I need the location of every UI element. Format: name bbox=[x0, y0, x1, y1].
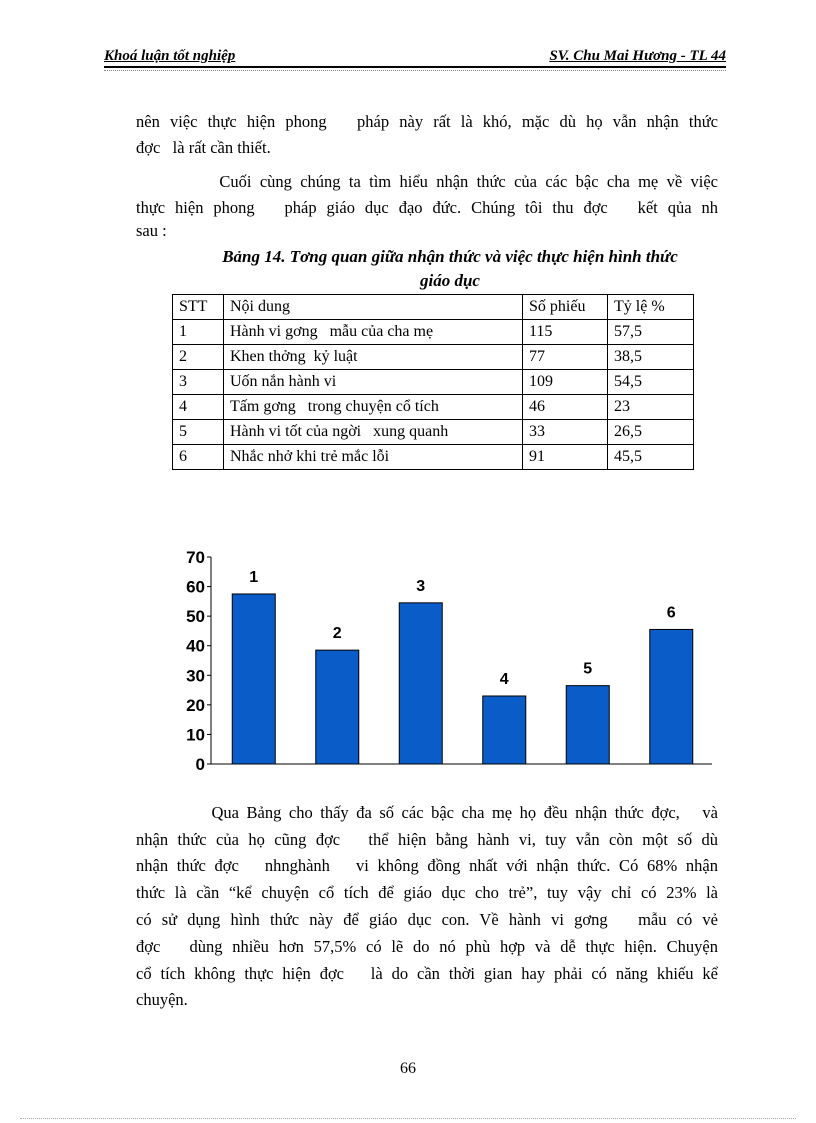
cell: 109 bbox=[522, 369, 608, 395]
cell: 3 bbox=[172, 369, 224, 395]
y-tick-label: 60 bbox=[186, 578, 205, 597]
cell: Hành vi tốt của ngời xung quanh bbox=[223, 419, 523, 445]
text-line: chuyện. bbox=[136, 990, 188, 1009]
text-line: nên việc thực hiện phong pháp này rất là… bbox=[136, 112, 718, 131]
table-row: 1 Hành vi gơng mẫu của cha mẹ 115 57,5 bbox=[172, 319, 694, 345]
cell: 4 bbox=[172, 394, 224, 420]
header-cell: Tỷ lệ % bbox=[607, 294, 694, 320]
data-label: 6 bbox=[667, 604, 676, 621]
page-bottom-border bbox=[20, 1118, 796, 1119]
cell: 45,5 bbox=[607, 444, 694, 470]
y-tick-label: 40 bbox=[186, 637, 205, 656]
bar bbox=[398, 602, 443, 765]
header-cell: STT bbox=[172, 294, 224, 320]
cell: 23 bbox=[607, 394, 694, 420]
text-line: sau : bbox=[136, 221, 167, 240]
data-table: STT Nội dung Số phiếu Tỷ lệ % 1 Hành vi g… bbox=[172, 294, 694, 470]
text-line: có sử dụng hình thức này để giáo dục con… bbox=[136, 910, 718, 929]
table-header-row: STT Nội dung Số phiếu Tỷ lệ % bbox=[172, 294, 694, 320]
text-line: đợc dùng nhiều hơn 57,5% có lẽ do nó phù… bbox=[136, 937, 718, 956]
text-line: thức là cần “kể chuyện cổ tích để giáo d… bbox=[136, 883, 718, 902]
header-right: SV. Chu Mai Hương - TL 44 bbox=[549, 48, 726, 64]
header-rule bbox=[104, 70, 726, 71]
table-row: 2 Khen thởng kỷ luật 77 38,5 bbox=[172, 344, 694, 370]
text-line: nhận thức của họ cũng đợc thể hiện bằng … bbox=[136, 830, 718, 849]
bar bbox=[565, 685, 610, 765]
data-label: 1 bbox=[249, 569, 258, 586]
table-row: 5 Hành vi tốt của ngời xung quanh 33 26,5 bbox=[172, 419, 694, 445]
header-left: Khoá luận tốt nghiệp bbox=[104, 48, 236, 64]
bar bbox=[649, 628, 694, 765]
cell: 26,5 bbox=[607, 419, 694, 445]
table-row: 6 Nhắc nhở khi trẻ mắc lỗi 91 45,5 bbox=[172, 444, 694, 470]
table-caption: Bảng 14. Tơng quan giữa nhận thức và việ… bbox=[222, 247, 678, 266]
bar bbox=[231, 593, 276, 765]
header-cell: Nội dung bbox=[223, 294, 523, 320]
y-tick-label: 70 bbox=[186, 548, 205, 567]
text-line: Qua Bảng cho thấy đa số các bậc cha mẹ h… bbox=[136, 803, 718, 822]
page-header: Khoá luận tốt nghiệp SV. Chu Mai Hương -… bbox=[104, 48, 726, 68]
cell: 91 bbox=[522, 444, 608, 470]
text-line: nhận thức đợc nhnghành vi không đồng nhấ… bbox=[136, 856, 718, 875]
table-caption-cont: giáo dục bbox=[420, 271, 480, 290]
cell: Hành vi gơng mẫu của cha mẹ bbox=[223, 319, 523, 345]
page-number: 66 bbox=[400, 1060, 416, 1077]
data-label: 4 bbox=[500, 671, 509, 688]
bar bbox=[482, 695, 527, 765]
cell: 1 bbox=[172, 319, 224, 345]
data-label: 5 bbox=[583, 661, 592, 678]
y-tick-label: 20 bbox=[186, 696, 205, 715]
y-tick-label: 30 bbox=[186, 666, 205, 685]
text-line: Cuối cùng chúng ta tìm hiểu nhận thức củ… bbox=[136, 172, 718, 191]
data-label: 2 bbox=[333, 625, 342, 642]
cell: 38,5 bbox=[607, 344, 694, 370]
cell: 6 bbox=[172, 444, 224, 470]
text-line: thực hiện phong pháp giáo dục đạo đức. C… bbox=[136, 198, 718, 217]
text-line: đợc là rất cần thiết. bbox=[136, 138, 271, 157]
text-line: cổ tích không thực hiện đợc là do cần th… bbox=[136, 964, 718, 983]
header-cell: Số phiếu bbox=[522, 294, 608, 320]
y-tick-label: 50 bbox=[186, 607, 205, 626]
y-tick-label: 10 bbox=[186, 725, 205, 744]
data-label: 3 bbox=[416, 578, 425, 595]
cell: Nhắc nhở khi trẻ mắc lỗi bbox=[223, 444, 523, 470]
cell: Khen thởng kỷ luật bbox=[223, 344, 523, 370]
cell: 5 bbox=[172, 419, 224, 445]
y-tick-label: 0 bbox=[196, 755, 205, 774]
bar bbox=[315, 649, 360, 765]
